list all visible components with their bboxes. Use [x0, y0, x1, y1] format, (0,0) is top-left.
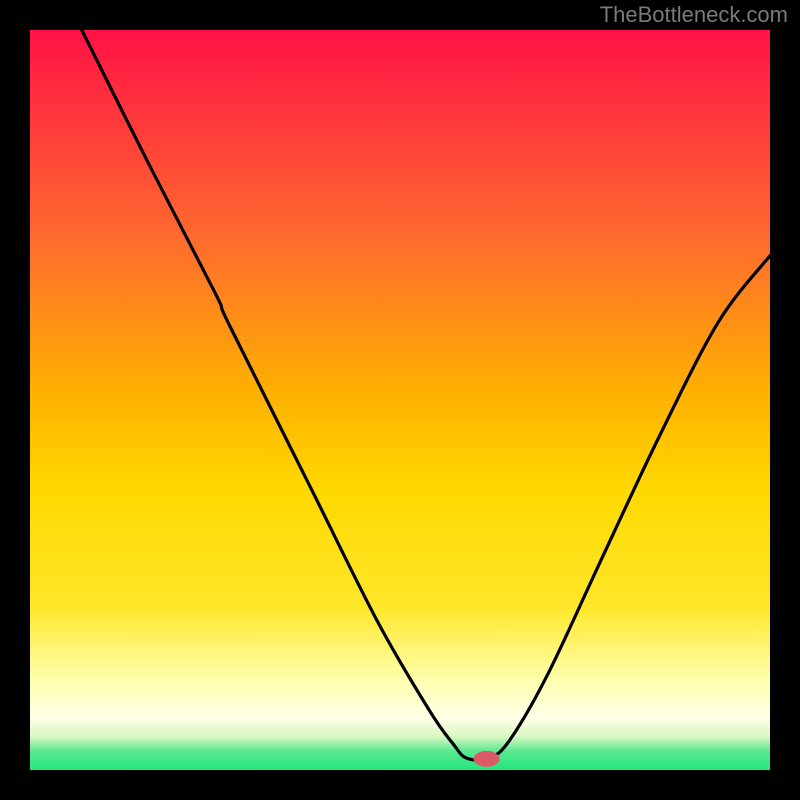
chart-svg	[30, 30, 770, 770]
watermark-text: TheBottleneck.com	[600, 2, 788, 28]
optimum-marker	[474, 751, 500, 767]
chart-plot-area	[30, 30, 770, 770]
